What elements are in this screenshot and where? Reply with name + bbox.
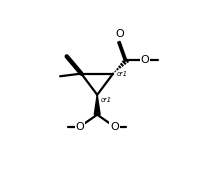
Text: O: O — [110, 122, 119, 132]
Text: O: O — [76, 122, 84, 132]
Polygon shape — [94, 95, 100, 115]
Text: or1: or1 — [116, 71, 127, 77]
Text: O: O — [141, 55, 149, 65]
Text: or1: or1 — [101, 97, 112, 103]
Text: O: O — [115, 29, 124, 39]
